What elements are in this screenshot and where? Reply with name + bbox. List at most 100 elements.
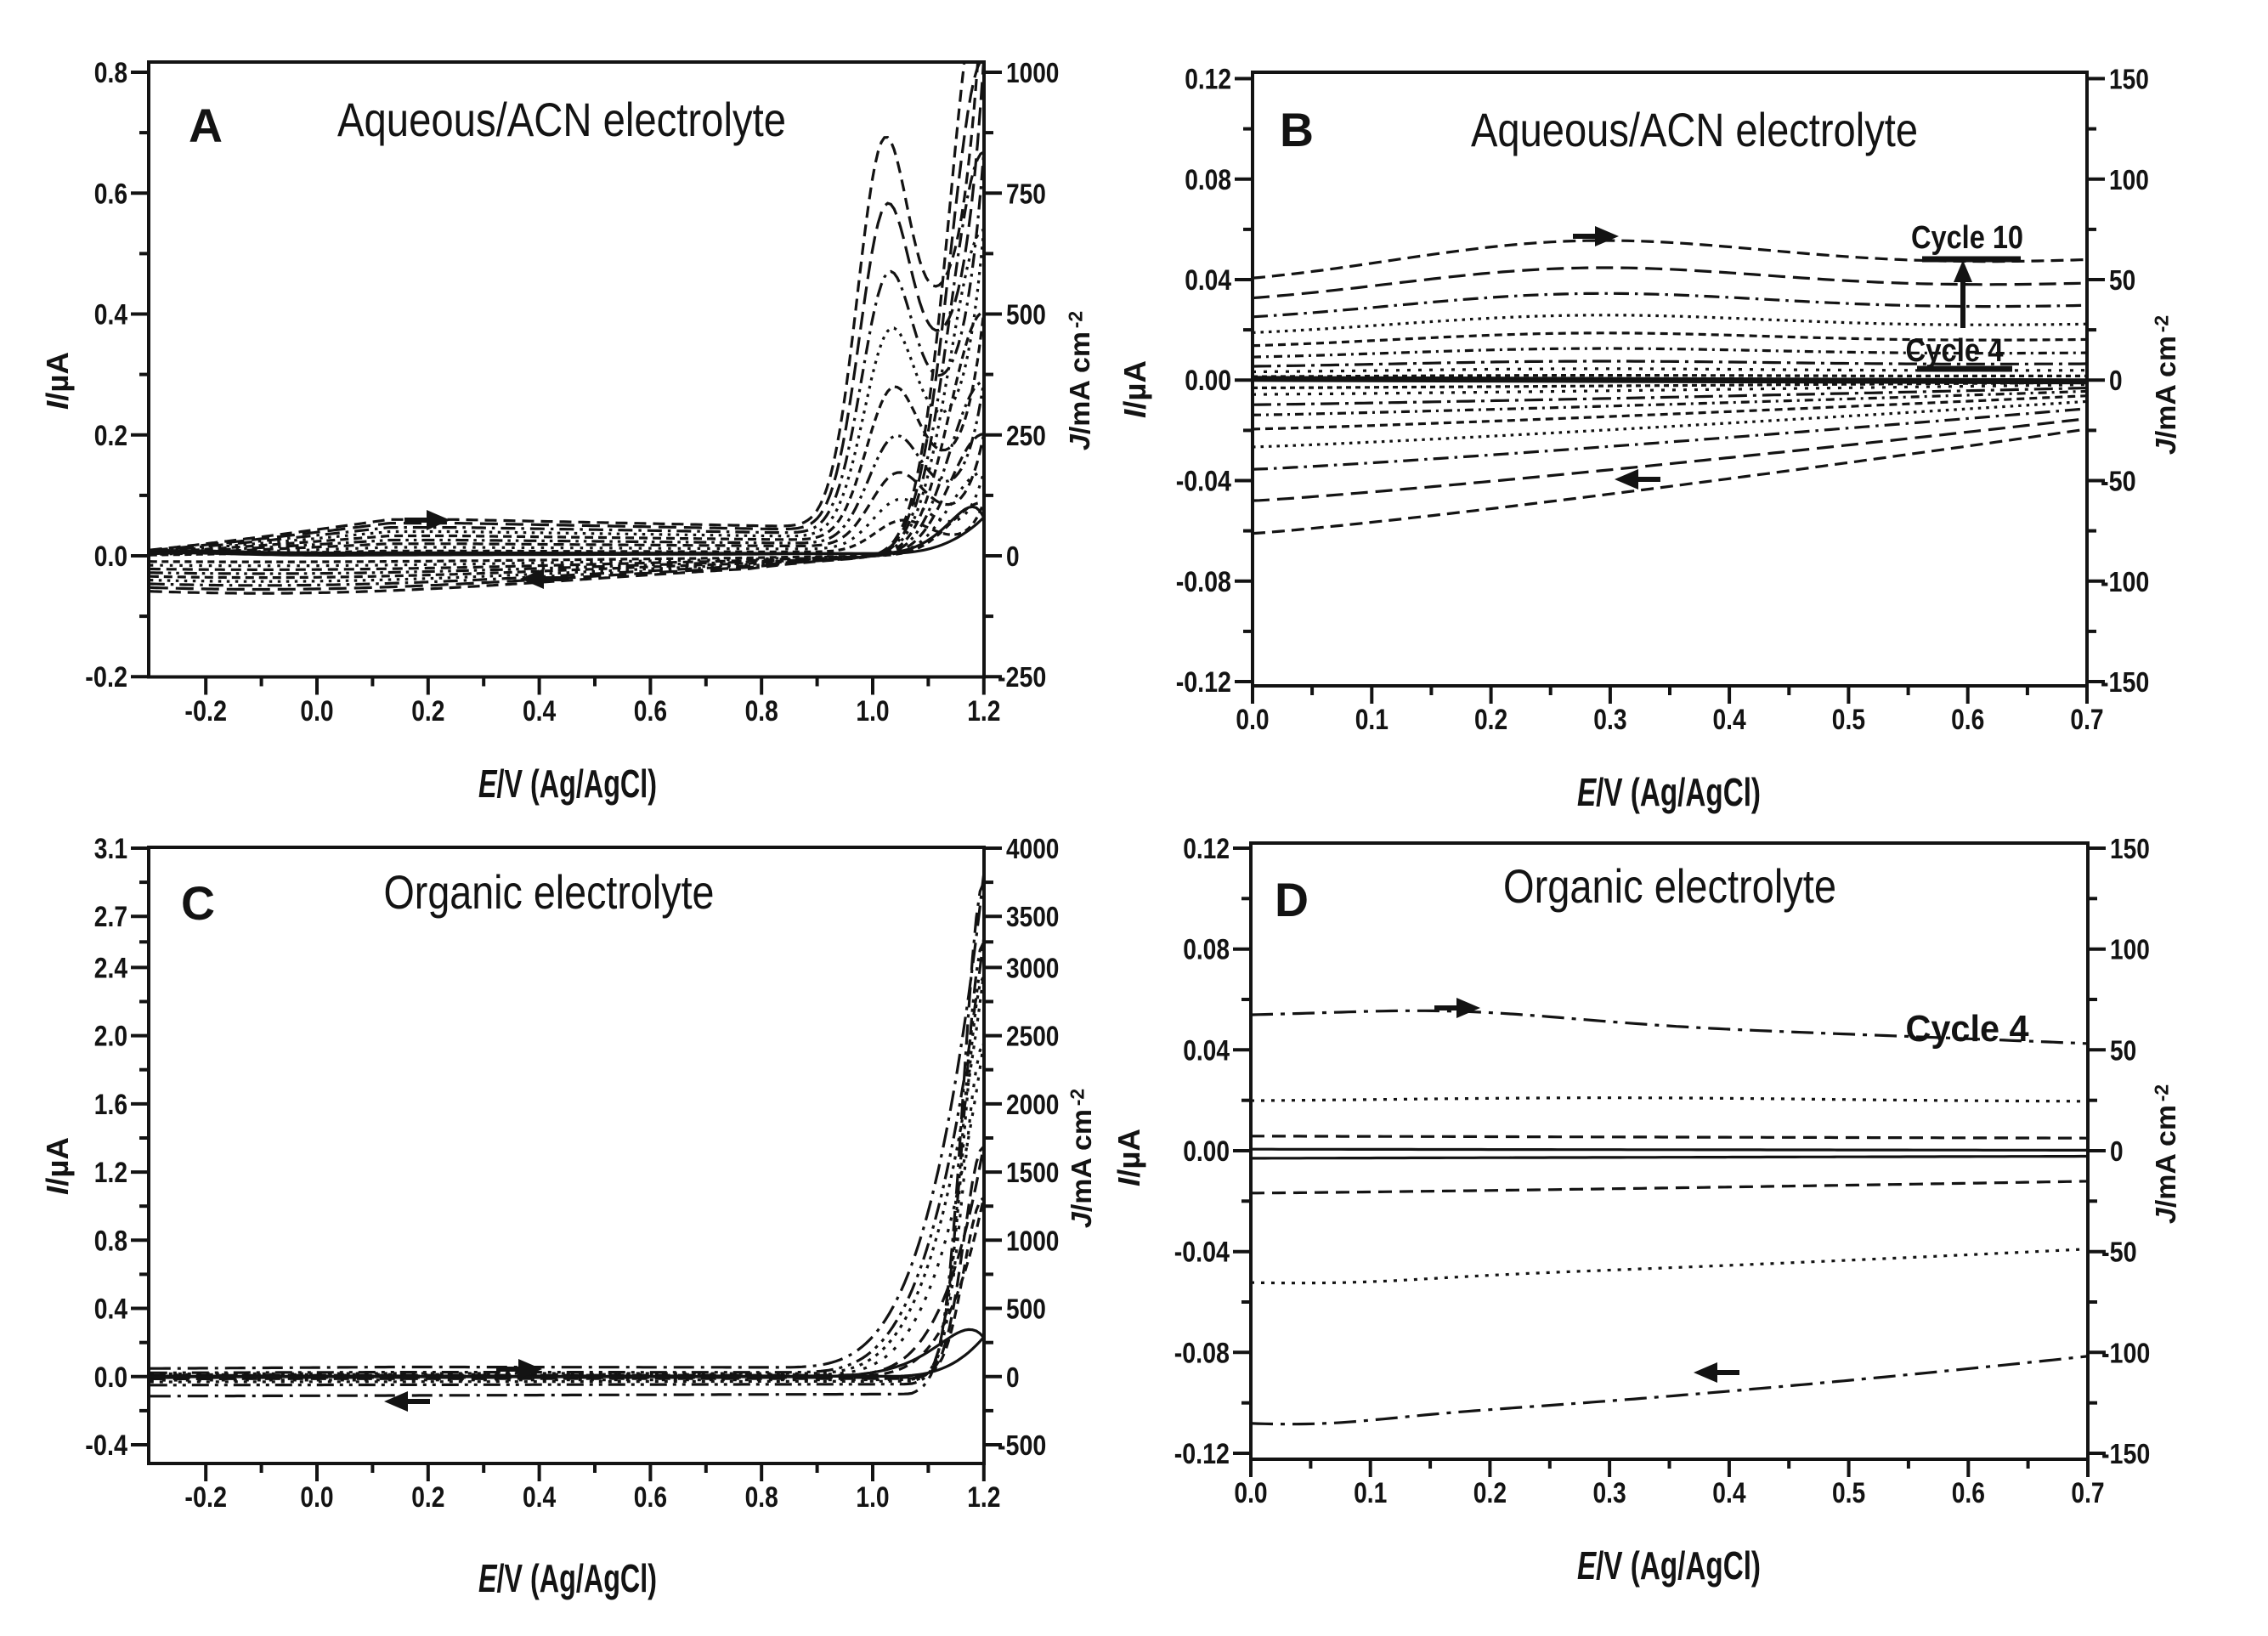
svg-text:0: 0 xyxy=(2109,365,2123,396)
svg-text:J/mA cm: J/mA cm xyxy=(2150,1105,2181,1224)
svg-text:E/V (Ag/AgCl): E/V (Ag/AgCl) xyxy=(478,761,657,806)
svg-text:1.2: 1.2 xyxy=(967,1481,1000,1514)
svg-text:0.0: 0.0 xyxy=(94,541,127,573)
svg-text:E/V (Ag/AgCl): E/V (Ag/AgCl) xyxy=(1577,770,1761,814)
svg-text:Organic electrolyte: Organic electrolyte xyxy=(1503,859,1836,913)
svg-text:0.12: 0.12 xyxy=(1185,64,1231,96)
svg-text:-50: -50 xyxy=(2101,466,2136,497)
svg-text:J/mA cm: J/mA cm xyxy=(1064,331,1095,450)
svg-text:1.2: 1.2 xyxy=(967,695,1000,727)
svg-text:-50: -50 xyxy=(2101,1237,2137,1268)
svg-text:0.2: 0.2 xyxy=(1474,704,1507,736)
svg-text:0.2: 0.2 xyxy=(411,695,444,727)
svg-text:0.0: 0.0 xyxy=(1236,704,1269,736)
svg-text:-2: -2 xyxy=(2150,1084,2172,1101)
svg-text:I/µA: I/µA xyxy=(40,352,75,410)
svg-text:1.6: 1.6 xyxy=(94,1089,127,1121)
svg-text:0.1: 0.1 xyxy=(1355,704,1389,736)
svg-text:Cycle 4: Cycle 4 xyxy=(1906,1008,2029,1050)
svg-text:500: 500 xyxy=(1006,1294,1046,1325)
svg-text:-2: -2 xyxy=(1066,1089,1088,1106)
svg-text:-0.2: -0.2 xyxy=(184,695,227,727)
svg-text:0.4: 0.4 xyxy=(94,299,127,331)
svg-text:0.7: 0.7 xyxy=(2070,704,2103,736)
svg-text:0.0: 0.0 xyxy=(300,695,333,727)
svg-text:1.0: 1.0 xyxy=(856,1481,889,1514)
svg-text:-0.4: -0.4 xyxy=(85,1429,127,1462)
svg-text:0: 0 xyxy=(2110,1135,2124,1167)
svg-text:0.08: 0.08 xyxy=(1183,934,1230,966)
svg-text:0.7: 0.7 xyxy=(2071,1477,2104,1509)
svg-text:Aqueous/ACN electrolyte: Aqueous/ACN electrolyte xyxy=(337,93,786,146)
svg-text:0.08: 0.08 xyxy=(1185,164,1231,196)
svg-text:1.2: 1.2 xyxy=(94,1157,127,1189)
svg-text:0.6: 0.6 xyxy=(1952,1477,1985,1509)
svg-text:150: 150 xyxy=(2110,833,2150,864)
svg-text:2.0: 2.0 xyxy=(94,1021,127,1053)
svg-text:500: 500 xyxy=(1006,299,1046,331)
svg-text:-0.2: -0.2 xyxy=(85,661,127,693)
svg-text:1000: 1000 xyxy=(1006,1225,1059,1256)
svg-text:-2: -2 xyxy=(2150,315,2172,332)
svg-text:J/mA cm: J/mA cm xyxy=(1066,1109,1097,1228)
svg-text:0.5: 0.5 xyxy=(1832,1477,1865,1509)
svg-text:0.3: 0.3 xyxy=(1593,704,1626,736)
svg-text:-150: -150 xyxy=(2101,666,2149,698)
svg-text:-2: -2 xyxy=(1064,311,1086,328)
svg-text:-100: -100 xyxy=(2101,1337,2150,1368)
svg-text:-0.04: -0.04 xyxy=(1176,466,1231,498)
svg-text:2.4: 2.4 xyxy=(94,952,127,984)
svg-text:E/V (Ag/AgCl): E/V (Ag/AgCl) xyxy=(478,1556,657,1600)
svg-text:0.6: 0.6 xyxy=(634,695,667,727)
svg-text:-150: -150 xyxy=(2101,1438,2150,1469)
svg-text:250: 250 xyxy=(1006,420,1046,451)
svg-text:J/mA cm: J/mA cm xyxy=(2150,336,2181,455)
svg-text:E/V (Ag/AgCl): E/V (Ag/AgCl) xyxy=(1577,1543,1761,1588)
svg-text:50: 50 xyxy=(2110,1034,2136,1066)
svg-text:A: A xyxy=(189,99,223,152)
svg-text:0: 0 xyxy=(1006,541,1020,572)
svg-text:0.4: 0.4 xyxy=(523,695,556,727)
svg-text:-250: -250 xyxy=(998,661,1046,693)
svg-text:Organic electrolyte: Organic electrolyte xyxy=(384,865,715,919)
svg-text:0.6: 0.6 xyxy=(1951,704,1984,736)
svg-text:0.8: 0.8 xyxy=(745,695,778,727)
svg-text:0.0: 0.0 xyxy=(94,1361,127,1394)
svg-text:0.8: 0.8 xyxy=(94,1225,127,1257)
svg-text:2500: 2500 xyxy=(1006,1021,1059,1052)
svg-text:-0.12: -0.12 xyxy=(1176,666,1231,699)
svg-text:2.7: 2.7 xyxy=(94,901,127,933)
svg-text:0.8: 0.8 xyxy=(94,57,127,89)
svg-text:0.2: 0.2 xyxy=(411,1481,444,1514)
svg-text:-0.04: -0.04 xyxy=(1174,1237,1230,1269)
svg-text:Cycle 10: Cycle 10 xyxy=(1911,220,2023,256)
svg-text:-500: -500 xyxy=(998,1429,1046,1461)
svg-text:1.0: 1.0 xyxy=(856,695,889,727)
svg-text:0.2: 0.2 xyxy=(94,420,127,452)
svg-text:0.0: 0.0 xyxy=(1234,1477,1267,1509)
svg-text:0.6: 0.6 xyxy=(94,178,127,210)
svg-text:2000: 2000 xyxy=(1006,1089,1059,1120)
svg-text:1000: 1000 xyxy=(1006,57,1059,88)
svg-text:0.4: 0.4 xyxy=(94,1294,127,1326)
svg-text:3000: 3000 xyxy=(1006,952,1059,983)
svg-text:0.6: 0.6 xyxy=(634,1481,667,1514)
svg-text:0.4: 0.4 xyxy=(523,1481,556,1514)
svg-text:0.4: 0.4 xyxy=(1713,704,1746,736)
svg-text:0: 0 xyxy=(1006,1361,1020,1393)
svg-text:I/µA: I/µA xyxy=(40,1137,75,1195)
svg-text:-100: -100 xyxy=(2101,566,2149,597)
svg-text:-0.08: -0.08 xyxy=(1176,566,1231,598)
svg-text:0.1: 0.1 xyxy=(1354,1477,1387,1509)
svg-text:I/µA: I/µA xyxy=(1111,1129,1146,1186)
svg-text:100: 100 xyxy=(2109,164,2149,195)
svg-text:I/µA: I/µA xyxy=(1117,360,1152,418)
svg-text:0.2: 0.2 xyxy=(1473,1477,1507,1509)
svg-text:3.1: 3.1 xyxy=(94,833,127,865)
svg-text:-0.2: -0.2 xyxy=(184,1481,227,1514)
svg-text:Aqueous/ACN electrolyte: Aqueous/ACN electrolyte xyxy=(1471,103,1918,156)
svg-text:D: D xyxy=(1275,873,1309,926)
svg-text:Cycle 4: Cycle 4 xyxy=(1906,333,2004,369)
svg-text:-0.12: -0.12 xyxy=(1174,1438,1230,1470)
svg-text:0.04: 0.04 xyxy=(1185,264,1231,297)
